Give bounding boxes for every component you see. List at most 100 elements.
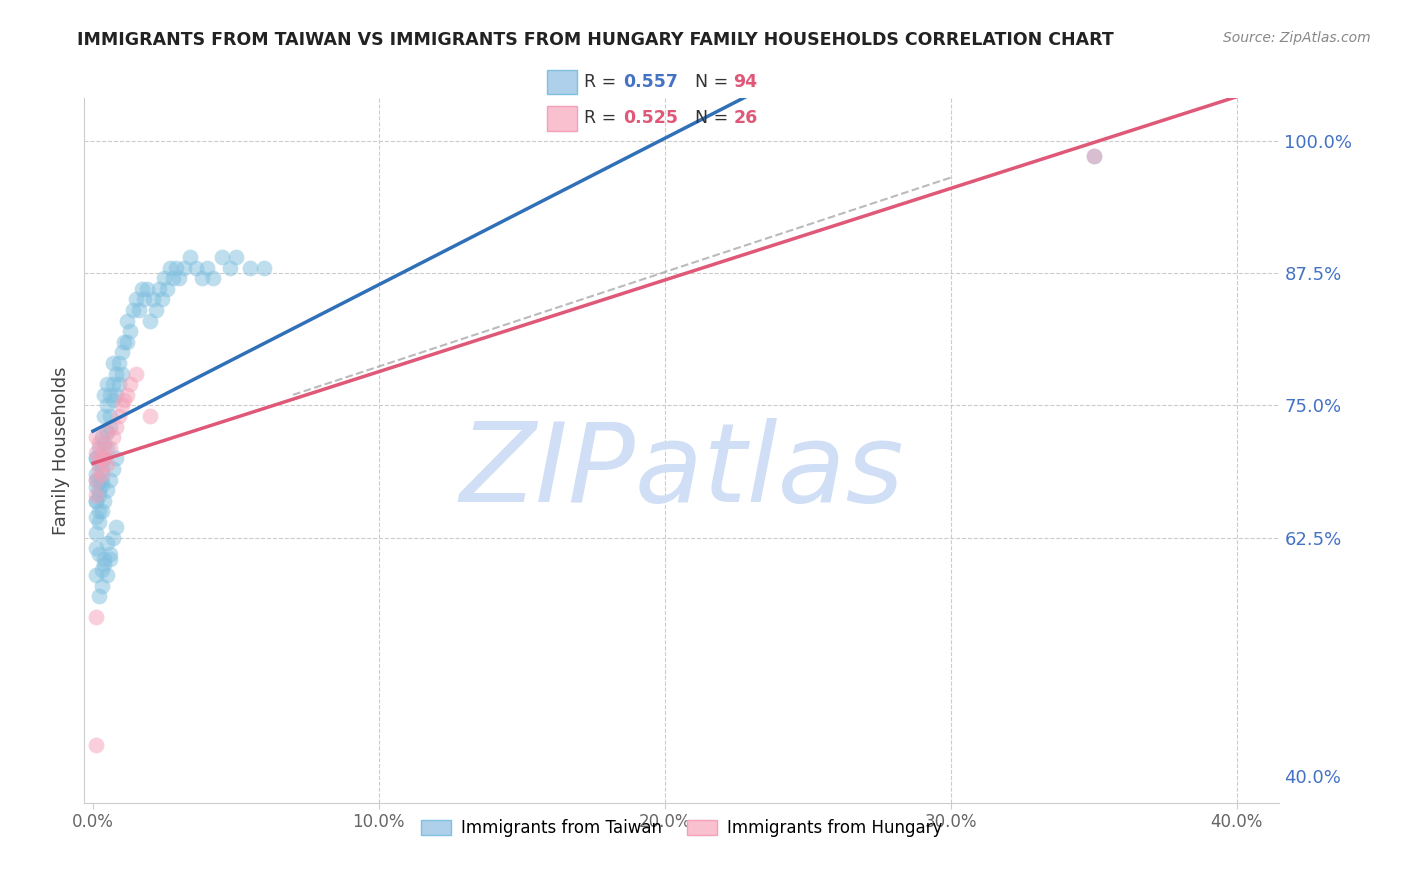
Point xyxy=(110,367,132,381)
Point xyxy=(98,473,121,487)
Point xyxy=(93,451,115,466)
Y-axis label: Family Households: Family Households xyxy=(52,367,70,534)
Point xyxy=(159,260,181,275)
Point xyxy=(125,367,148,381)
Point xyxy=(117,388,139,402)
Point xyxy=(219,260,242,275)
Point xyxy=(84,488,107,502)
Point xyxy=(84,509,107,524)
Point xyxy=(101,356,124,370)
Point xyxy=(84,446,107,460)
Point xyxy=(104,388,127,402)
Point xyxy=(104,419,127,434)
Point xyxy=(90,478,112,492)
Point xyxy=(190,271,212,285)
Point xyxy=(84,451,107,466)
Point xyxy=(84,568,107,582)
Point xyxy=(134,293,156,307)
Point xyxy=(145,303,167,318)
Point xyxy=(165,260,187,275)
Point xyxy=(101,462,124,476)
Point xyxy=(84,610,107,624)
Point xyxy=(84,467,107,482)
Point xyxy=(84,473,107,487)
Point xyxy=(98,419,121,434)
Point xyxy=(211,250,233,264)
Point xyxy=(117,334,139,349)
Point xyxy=(110,345,132,359)
Point xyxy=(202,271,225,285)
Point xyxy=(156,282,179,296)
Point xyxy=(128,303,150,318)
Point xyxy=(90,473,112,487)
Point xyxy=(87,451,110,466)
Point xyxy=(96,536,118,550)
Point xyxy=(90,462,112,476)
Text: R =: R = xyxy=(583,109,621,128)
Point xyxy=(104,367,127,381)
Point xyxy=(93,451,115,466)
Point xyxy=(96,441,118,455)
Point xyxy=(87,462,110,476)
Text: IMMIGRANTS FROM TAIWAN VS IMMIGRANTS FROM HUNGARY FAMILY HOUSEHOLDS CORRELATION : IMMIGRANTS FROM TAIWAN VS IMMIGRANTS FRO… xyxy=(77,31,1114,49)
Text: 0.557: 0.557 xyxy=(624,73,679,91)
Text: 0.525: 0.525 xyxy=(624,109,679,128)
Point xyxy=(104,520,127,534)
Point xyxy=(98,409,121,423)
Point xyxy=(93,409,115,423)
Point xyxy=(122,303,145,318)
Point xyxy=(1083,149,1105,163)
Point xyxy=(153,271,176,285)
Point xyxy=(90,467,112,482)
Point xyxy=(131,282,153,296)
Point xyxy=(120,377,142,392)
Point xyxy=(96,425,118,439)
Point xyxy=(90,451,112,466)
Point xyxy=(87,504,110,518)
Point xyxy=(87,473,110,487)
Point xyxy=(107,409,129,423)
Point xyxy=(107,377,129,392)
Point xyxy=(87,547,110,561)
Point xyxy=(96,568,118,582)
Point xyxy=(87,589,110,603)
Point xyxy=(93,441,115,455)
Text: R =: R = xyxy=(583,73,621,91)
Point xyxy=(173,260,195,275)
Point xyxy=(96,483,118,498)
Point xyxy=(253,260,276,275)
Point xyxy=(179,250,201,264)
Point xyxy=(87,488,110,502)
Point xyxy=(96,377,118,392)
Point xyxy=(184,260,207,275)
Point xyxy=(84,430,107,444)
Point xyxy=(87,483,110,498)
Text: 26: 26 xyxy=(734,109,758,128)
Point xyxy=(167,271,190,285)
Point xyxy=(93,435,115,450)
Point xyxy=(101,393,124,408)
Point xyxy=(84,480,107,494)
Text: 94: 94 xyxy=(734,73,758,91)
Point xyxy=(84,493,107,508)
Point xyxy=(90,451,112,466)
Point xyxy=(96,457,118,471)
Bar xyxy=(547,106,576,130)
Point xyxy=(136,282,159,296)
Bar xyxy=(547,70,576,95)
Point xyxy=(120,324,142,338)
Point xyxy=(84,473,107,487)
Point xyxy=(84,493,107,508)
Point xyxy=(117,313,139,327)
Point xyxy=(125,293,148,307)
Point xyxy=(104,451,127,466)
Point xyxy=(84,738,107,752)
Point xyxy=(90,578,112,592)
Point xyxy=(84,451,107,466)
Point xyxy=(93,388,115,402)
Point xyxy=(90,563,112,577)
Point xyxy=(112,393,135,408)
Point xyxy=(96,399,118,413)
Point xyxy=(93,493,115,508)
Point xyxy=(98,441,121,455)
